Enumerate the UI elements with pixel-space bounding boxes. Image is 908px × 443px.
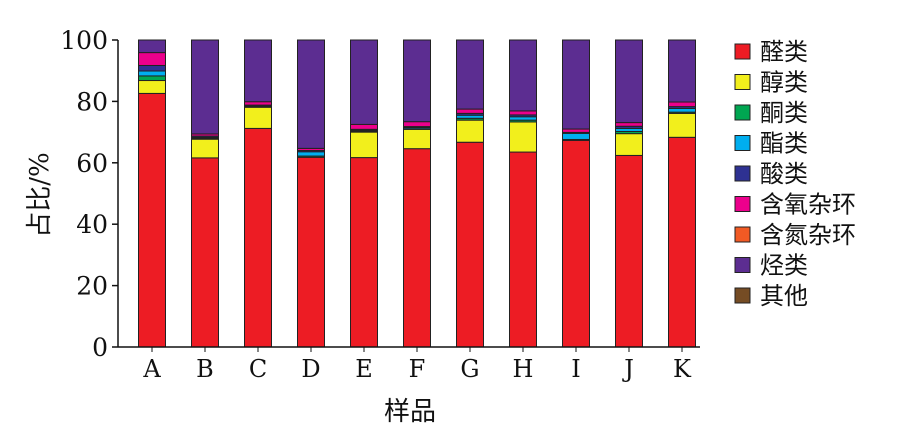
legend-swatch	[734, 135, 751, 151]
legend-label: 烃类	[760, 252, 808, 280]
bar-segment-H-5	[509, 110, 537, 116]
y-tick-label: 80	[76, 87, 108, 116]
x-tick-label: H	[513, 355, 534, 383]
bar-segment-D-3	[297, 151, 325, 157]
x-tick-label: C	[249, 355, 267, 383]
bar-segment-G-5	[456, 108, 484, 114]
bar-segment-G-7	[456, 39, 484, 110]
bar-segment-C-7	[244, 39, 272, 103]
legend-label: 醇类	[760, 69, 808, 97]
bar-segment-C-5	[244, 101, 272, 106]
y-tick-label: 60	[76, 149, 108, 178]
legend-label: 醛类	[760, 38, 808, 66]
x-tick-label: J	[621, 355, 634, 383]
y-axis-label: 占比/%	[25, 152, 55, 237]
legend-label: 其他	[760, 282, 808, 310]
bar-segment-I-3	[562, 132, 590, 140]
legend-swatch	[734, 74, 751, 90]
bar-segment-K-5	[668, 101, 696, 108]
x-tick-label: G	[460, 355, 479, 383]
bar-segment-E-1	[350, 131, 378, 159]
x-tick-label: E	[355, 355, 373, 383]
x-ticks: A B C D E F G H I J K	[142, 347, 692, 383]
y-tick-label: 0	[92, 333, 108, 362]
bar-segment-B-1	[191, 138, 219, 159]
legend-swatch	[734, 165, 751, 182]
x-tick-label: I	[571, 355, 580, 383]
legend-swatch	[734, 104, 751, 121]
bar-segment-K-0	[668, 136, 696, 348]
legend-swatch	[734, 196, 751, 212]
bar-segment-G-1	[456, 119, 484, 143]
bars-layer	[138, 39, 696, 348]
legend-label: 酮类	[760, 99, 808, 127]
legend-swatch	[734, 287, 751, 304]
bar-segment-J-0	[615, 154, 643, 348]
bar-segment-E-0	[350, 157, 378, 348]
bar-segment-H-7	[509, 39, 537, 112]
bar-segment-I-5	[562, 128, 590, 133]
legend-swatch	[734, 43, 751, 60]
bar-segment-E-5	[350, 123, 378, 130]
y-tick-label: 40	[76, 210, 108, 239]
bar-segment-F-0	[403, 148, 431, 348]
y-tick-label: 20	[76, 272, 108, 301]
bar-segment-K-7	[668, 39, 696, 103]
x-tick-label: F	[409, 355, 426, 383]
bar-segment-I-7	[562, 39, 590, 130]
bar-segment-K-3	[668, 107, 696, 113]
bar-segment-J-1	[615, 133, 643, 156]
legend-swatch	[734, 257, 751, 273]
x-axis-label: 样品	[384, 397, 436, 427]
bar-segment-B-0	[191, 157, 219, 348]
bar-segment-A-7	[138, 39, 166, 54]
bar-segment-D-7	[297, 39, 325, 149]
bar-segment-I-0	[562, 139, 590, 348]
bar-segment-G-0	[456, 141, 484, 348]
bar-segment-J-7	[615, 39, 643, 124]
bar-segment-C-0	[244, 127, 272, 348]
legend-label: 含氧杂环	[760, 191, 856, 219]
x-tick-label: K	[673, 355, 692, 383]
bar-segment-F-7	[403, 39, 431, 123]
bar-segment-F-5	[403, 121, 431, 128]
x-tick-label: D	[301, 355, 320, 383]
y-ticks: 0 20 40 60 80 100	[60, 26, 118, 362]
bar-segment-H-3	[509, 116, 537, 121]
bar-segment-H-0	[509, 151, 537, 348]
y-tick-label: 100	[60, 26, 108, 55]
bar-segment-A-4	[138, 64, 166, 72]
bar-segment-A-2	[138, 75, 166, 82]
legend-label: 酯类	[760, 130, 808, 158]
bar-segment-K-1	[668, 112, 696, 138]
bar-segment-H-1	[509, 121, 537, 153]
legend-label: 含氮杂环	[760, 221, 856, 249]
legend-swatch	[734, 226, 751, 243]
bar-segment-B-7	[191, 39, 219, 135]
x-tick-label: A	[142, 355, 161, 383]
bar-segment-C-1	[244, 106, 272, 129]
bar-segment-E-7	[350, 39, 378, 125]
bar-segment-A-3	[138, 70, 166, 77]
bar-segment-J-5	[615, 122, 643, 127]
legend-label: 酸类	[760, 160, 808, 188]
bar-segment-A-5	[138, 52, 166, 66]
bar-segment-F-1	[403, 128, 431, 150]
x-tick-label: B	[196, 355, 214, 383]
bar-segment-D-0	[297, 156, 325, 348]
bar-segment-A-1	[138, 80, 166, 94]
bar-segment-A-0	[138, 92, 166, 348]
